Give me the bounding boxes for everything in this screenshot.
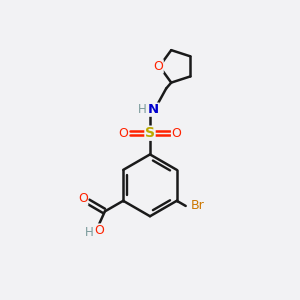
Text: Br: Br — [191, 200, 205, 212]
Text: S: S — [145, 126, 155, 140]
Text: O: O — [172, 127, 182, 140]
Text: O: O — [153, 60, 163, 73]
Text: H: H — [85, 226, 93, 239]
Text: O: O — [78, 192, 88, 205]
Text: O: O — [94, 224, 104, 237]
Text: O: O — [118, 127, 128, 140]
Text: H: H — [138, 103, 147, 116]
Text: N: N — [148, 103, 159, 116]
